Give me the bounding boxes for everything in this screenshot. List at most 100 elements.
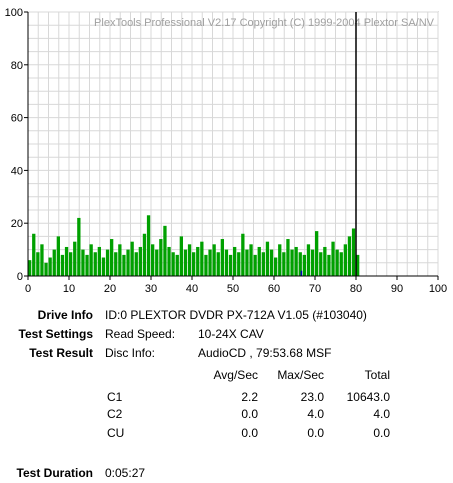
- c1-bar: [221, 239, 224, 276]
- test-result-label: Test Result: [0, 346, 93, 360]
- c1-bar: [73, 242, 76, 276]
- y-tick-label: 0: [17, 271, 23, 283]
- x-tick-label: 40: [186, 283, 198, 295]
- c1-bar: [131, 242, 134, 276]
- c1-bar: [254, 255, 257, 276]
- c1-bar: [229, 255, 232, 276]
- c2-markers: [301, 271, 303, 276]
- chart-watermark: PlexTools Professional V2.17 Copyright (…: [94, 17, 435, 29]
- c1-bar: [303, 255, 306, 276]
- c1-bar: [270, 250, 273, 276]
- c1-bar: [122, 255, 125, 276]
- row-c1-total: 10643.0: [330, 390, 390, 404]
- c1-bar: [196, 247, 199, 276]
- row-cu-name: CU: [107, 426, 124, 440]
- x-tick-label: 80: [350, 283, 362, 295]
- row-cu-max: 0.0: [262, 426, 324, 440]
- c1-bar: [147, 215, 150, 276]
- c1-bar: [143, 234, 146, 276]
- c1-bar: [163, 226, 166, 276]
- c1-bar: [102, 258, 105, 276]
- row-c1-name: C1: [107, 390, 122, 404]
- c1-bar: [274, 258, 277, 276]
- c1-bar: [311, 250, 314, 276]
- c1-bar: [213, 244, 216, 276]
- c1-bar: [40, 244, 43, 276]
- c1-bar: [192, 252, 195, 276]
- row-c1-max: 23.0: [262, 390, 324, 404]
- c1-bar: [233, 247, 236, 276]
- disc-info-label: Disc Info:: [105, 346, 155, 360]
- read-speed-value: 10-24X CAV: [198, 327, 264, 341]
- c1-bar: [340, 252, 343, 276]
- c1-bar: [290, 250, 293, 276]
- drive-info-label: Drive Info: [0, 308, 93, 322]
- c1-bar: [106, 250, 109, 276]
- c1-bar: [344, 244, 347, 276]
- row-c1-avg: 2.2: [198, 390, 258, 404]
- c1-bar: [278, 244, 281, 276]
- c1-bar: [44, 263, 47, 276]
- c1-bar: [61, 255, 64, 276]
- row-c2-name: C2: [107, 407, 122, 421]
- row-c2-total: 4.0: [330, 407, 390, 421]
- c1-bar: [139, 247, 142, 276]
- c1-bar: [65, 247, 68, 276]
- c1-bar: [319, 252, 322, 276]
- c1-bar: [114, 252, 117, 276]
- c1-bar: [49, 258, 52, 276]
- y-tick-labels: 0 20 40 60 80 100: [5, 7, 28, 283]
- c1-bar: [217, 252, 220, 276]
- test-duration-label: Test Duration: [0, 466, 93, 480]
- c1-bar: [241, 234, 244, 276]
- c1-bar: [180, 236, 183, 276]
- y-tick-label: 60: [11, 113, 23, 125]
- c1-bar: [85, 255, 88, 276]
- y-tick-label: 100: [5, 7, 23, 19]
- c1-bar: [225, 250, 228, 276]
- c1-bar: [57, 236, 60, 276]
- row-cu-total: 0.0: [330, 426, 390, 440]
- c1-bar: [266, 242, 269, 276]
- c1-bar: [295, 247, 298, 276]
- c1-bar: [32, 234, 35, 276]
- c1-bar: [176, 255, 179, 276]
- header-max: Max/Sec: [262, 368, 324, 382]
- x-tick-label: 0: [25, 283, 31, 295]
- c1-bar: [81, 250, 84, 276]
- drive-info-value: ID:0 PLEXTOR DVDR PX-712A V1.05 (#103040…: [105, 308, 367, 322]
- x-tick-label: 90: [391, 283, 403, 295]
- row-cu-avg: 0.0: [198, 426, 258, 440]
- c1-bar: [151, 244, 154, 276]
- c1-bar: [53, 250, 56, 276]
- x-tick-label: 60: [268, 283, 280, 295]
- test-duration-value: 0:05:27: [105, 466, 145, 480]
- disc-info-value: AudioCD , 79:53.68 MSF: [198, 346, 331, 360]
- header-total: Total: [330, 368, 390, 382]
- c1-bar: [184, 250, 187, 276]
- c1-bar: [237, 252, 240, 276]
- c1-bar: [94, 252, 97, 276]
- c1-bar: [327, 255, 330, 276]
- c1-bar: [352, 228, 355, 276]
- row-c2-avg: 0.0: [198, 407, 258, 421]
- c1-bar: [200, 242, 203, 276]
- c1-bar: [249, 244, 252, 276]
- y-tick-label: 20: [11, 218, 23, 230]
- header-avg: Avg/Sec: [198, 368, 258, 382]
- c1-bar: [36, 252, 39, 276]
- x-tick-label: 100: [429, 283, 447, 295]
- x-tick-label: 50: [227, 283, 239, 295]
- test-settings-label: Test Settings: [0, 327, 93, 341]
- c1-bar: [286, 239, 289, 276]
- c1-bar: [118, 244, 121, 276]
- c2-bar: [301, 271, 303, 276]
- c1-bar: [188, 244, 191, 276]
- c1-bar: [69, 252, 72, 276]
- c1-bar: [159, 239, 162, 276]
- c1-bar: [126, 250, 129, 276]
- read-speed-label: Read Speed:: [105, 327, 175, 341]
- y-tick-label: 40: [11, 165, 23, 177]
- y-tick-label: 80: [11, 60, 23, 72]
- x-tick-label: 30: [145, 283, 157, 295]
